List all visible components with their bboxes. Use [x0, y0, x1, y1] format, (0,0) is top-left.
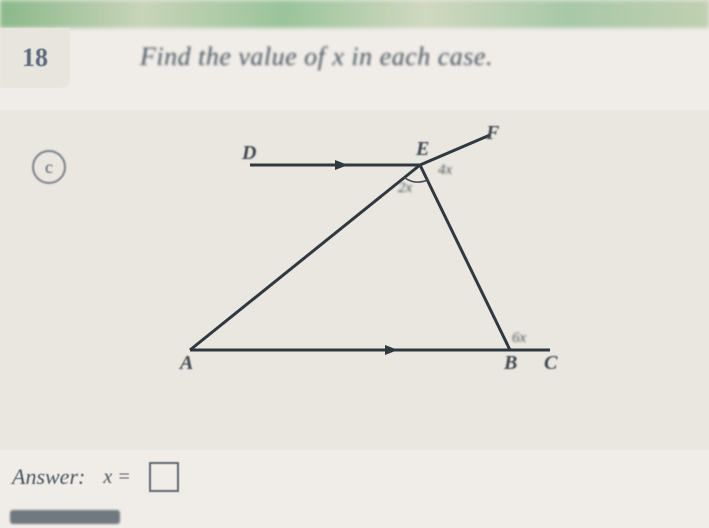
- answer-equals: =: [117, 466, 131, 488]
- vertex-f: F: [486, 122, 499, 145]
- part-label-text: c: [45, 157, 53, 178]
- photo-edge-banner: [0, 0, 709, 28]
- vertex-e: E: [416, 138, 429, 161]
- answer-variable: x =: [103, 466, 130, 489]
- question-prompt: Find the value of x in each case.: [140, 42, 493, 72]
- part-label: c: [32, 150, 66, 184]
- answer-row: Answer: x =: [12, 462, 179, 492]
- question-number: 18: [0, 28, 70, 88]
- vertex-c: C: [544, 352, 557, 375]
- question-number-text: 18: [22, 43, 48, 73]
- diagram-svg: [120, 130, 580, 390]
- vertex-d: D: [242, 142, 256, 165]
- geometry-diagram: D E F A B C 2x 4x 6x: [120, 130, 580, 390]
- answer-input-box[interactable]: [149, 462, 179, 492]
- vertex-b: B: [504, 352, 517, 375]
- answer-label: Answer:: [12, 464, 85, 490]
- bottom-ui-bar: [10, 510, 120, 524]
- angle-4x: 4x: [438, 162, 452, 179]
- answer-var-text: x: [103, 466, 112, 488]
- angle-2x: 2x: [398, 180, 412, 197]
- angle-6x: 6x: [512, 330, 526, 347]
- vertex-a: A: [180, 352, 193, 375]
